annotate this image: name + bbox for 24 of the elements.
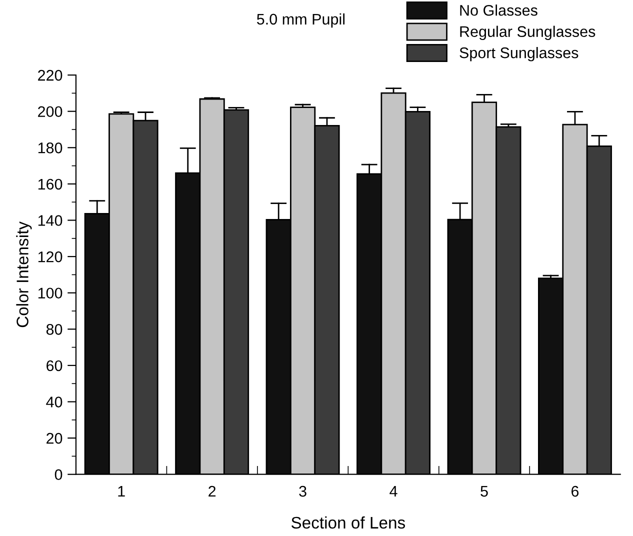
y-tick-label: 60 <box>46 360 62 372</box>
y-tick-label: 40 <box>46 396 62 408</box>
y-axis-title: Color Intensity <box>16 221 32 328</box>
y-tick-label: 0 <box>54 469 62 480</box>
x-axis-title: Section of Lens <box>291 516 405 529</box>
y-tick-label: 100 <box>38 288 62 299</box>
y-tick-label: 140 <box>38 215 62 226</box>
y-tick-label: 20 <box>46 432 62 444</box>
x-tick-label: 5 <box>480 486 488 497</box>
y-tick-label: 160 <box>38 178 62 190</box>
x-tick-label: 4 <box>390 486 398 497</box>
y-tick-label: 200 <box>38 106 62 118</box>
x-tick-label: 2 <box>208 486 216 497</box>
y-tick-label: 120 <box>38 251 62 262</box>
x-tick-label: 1 <box>118 486 125 497</box>
legend-title: 5.0 mm Pupil <box>256 13 344 28</box>
x-tick-label: 6 <box>572 486 579 497</box>
x-tick-label: 3 <box>299 486 306 497</box>
y-tick-label: 180 <box>38 142 62 154</box>
legend-label: Sport Sunglasses <box>460 47 578 62</box>
legend-label: No Glasses <box>460 4 538 16</box>
y-tick-label: 220 <box>38 70 62 81</box>
legend-label: Regular Sunglasses <box>460 26 596 40</box>
y-tick-label: 80 <box>46 324 62 335</box>
